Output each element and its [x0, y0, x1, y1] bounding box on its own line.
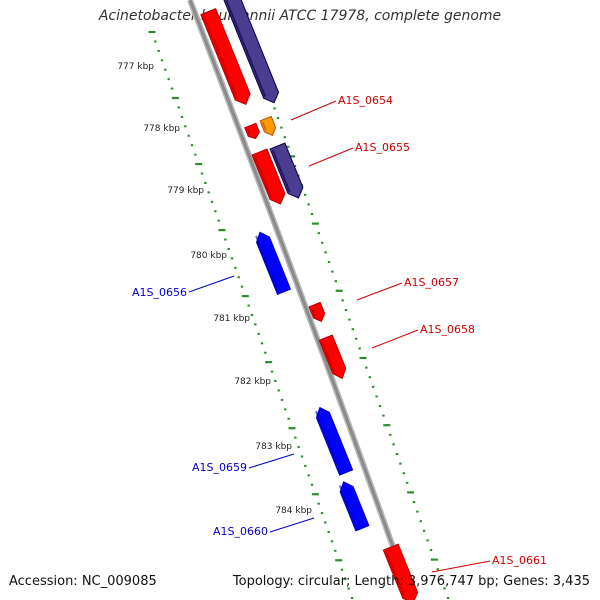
gene-features — [200, 0, 420, 600]
backbone-line — [188, 0, 414, 600]
label-leader-line — [431, 560, 491, 573]
scale-ticks-left — [148, 30, 354, 599]
label-leader-line — [269, 517, 315, 533]
label-leader-line — [290, 100, 337, 121]
gene-feature-reverse-shadow — [338, 485, 356, 523]
scale-label: 784 kbp — [275, 506, 312, 516]
scale-label: 781 kbp — [213, 314, 250, 324]
gene-feature-forward-shadow — [202, 15, 238, 99]
gene-feature-reverse[interactable] — [313, 405, 354, 476]
gene-feature-forward-shadow — [253, 155, 273, 199]
scale-label: 782 kbp — [234, 377, 271, 387]
gene-feature-forward-shadow — [246, 128, 251, 136]
gene-feature-other[interactable] — [269, 142, 306, 201]
gene-labels: A1S_0654 A1S_0655 A1S_0657 A1S_0658 A1S_0661… — [132, 94, 547, 567]
gene-feature-forward-shape — [308, 301, 326, 323]
scale-label: 779 kbp — [167, 186, 204, 196]
gene-feature-forward[interactable] — [318, 334, 348, 381]
gene-feature-forward-shadow — [310, 307, 316, 317]
label-leader-line — [371, 329, 419, 349]
gene-feature-forward-shape — [251, 148, 286, 205]
gene-feature-forward-shape — [318, 334, 347, 380]
orf-feature-shape — [259, 115, 277, 137]
gene-feature-forward[interactable] — [200, 7, 253, 108]
gene-label-forward[interactable]: A1S_0655 — [355, 141, 410, 154]
gene-feature-other-shape — [221, 0, 280, 104]
gene-feature-forward-shape — [200, 7, 251, 106]
gene-feature-reverse-shape — [339, 481, 370, 532]
label-leader-line — [188, 275, 235, 293]
gene-feature-reverse-shape — [255, 231, 292, 295]
orf-feature[interactable] — [259, 115, 278, 137]
label-leader-line — [248, 453, 295, 469]
gene-feature-reverse-shadow — [315, 410, 340, 467]
gene-feature-forward-shadow — [320, 340, 336, 373]
topology-text: Topology: circular; Length: 3,976,747 bp… — [232, 574, 590, 589]
scale-label: 777 kbp — [117, 62, 154, 72]
gene-feature-other[interactable] — [221, 0, 281, 106]
scale-label: 778 kbp — [143, 124, 180, 134]
scale-labels: 777 kbp 778 kbp 779 kbp 780 kbp 781 kbp 782 k… — [117, 62, 312, 516]
label-leader-line — [308, 147, 354, 167]
scale-ticks-right — [240, 20, 450, 599]
gene-feature-other-shadow — [271, 149, 291, 193]
gene-label-forward[interactable]: A1S_0658 — [420, 323, 475, 336]
genome-backbone — [187, 0, 415, 600]
gene-feature-reverse-shape — [315, 406, 354, 476]
gene-feature-forward[interactable] — [251, 148, 288, 207]
gene-feature-reverse[interactable] — [337, 479, 370, 532]
gene-feature-forward[interactable] — [244, 122, 261, 140]
gene-feature-forward[interactable] — [382, 543, 420, 600]
gene-label-forward[interactable]: A1S_0654 — [338, 94, 393, 107]
label-leader-lines — [188, 100, 491, 573]
orf-feature-shadow — [261, 121, 267, 131]
gene-label-forward[interactable]: A1S_0657 — [404, 276, 459, 289]
scale-label: 783 kbp — [255, 442, 292, 452]
gene-label-reverse[interactable]: A1S_0659 — [192, 461, 247, 474]
gene-feature-forward[interactable] — [308, 301, 327, 323]
label-leader-line — [356, 282, 403, 301]
accession-text: Accession: NC_009085 — [9, 574, 157, 589]
gene-feature-reverse[interactable] — [254, 230, 292, 295]
gene-feature-other-shadow — [224, 0, 267, 97]
scale-label: 780 kbp — [190, 251, 227, 261]
gene-feature-forward-shape — [244, 122, 260, 140]
gene-label-reverse[interactable]: A1S_0660 — [213, 525, 268, 538]
gene-label-forward[interactable]: A1S_0661 — [492, 554, 547, 567]
gene-feature-reverse-shadow — [255, 235, 277, 286]
gene-label-reverse[interactable]: A1S_0656 — [132, 286, 187, 299]
gene-feature-other-shape — [269, 142, 304, 199]
gene-feature-forward-shape — [382, 543, 419, 600]
gene-feature-forward-shadow — [385, 550, 406, 598]
